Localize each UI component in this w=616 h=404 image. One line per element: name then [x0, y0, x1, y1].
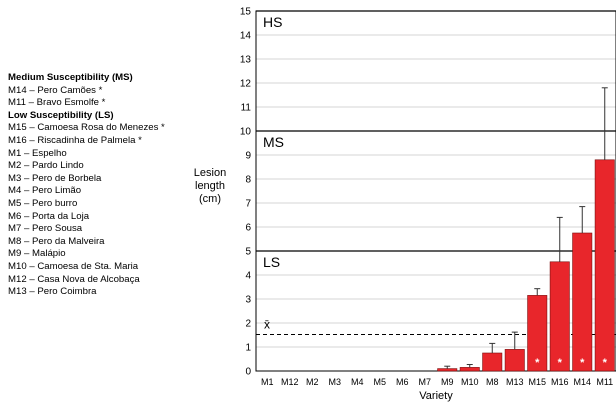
y-tick-label: 8 — [245, 175, 251, 186]
legend-item: M6 – Porta da Loja — [8, 210, 90, 222]
x-tick-label: M3 — [328, 377, 341, 387]
x-tick-label: M1 — [261, 377, 274, 387]
bar — [482, 352, 503, 372]
legend-item: M3 – Pero de Borbela — [8, 172, 102, 184]
y-axis-label-line: length — [195, 180, 225, 192]
threshold-label: MS — [263, 134, 284, 150]
bar — [572, 232, 593, 372]
x-tick-label: M7 — [418, 377, 431, 387]
mean-label: x̄ — [264, 318, 270, 332]
x-tick-label: M15 — [528, 377, 546, 387]
x-tick-label: M8 — [486, 377, 499, 387]
bar — [504, 349, 525, 372]
y-tick-label: 10 — [240, 127, 252, 138]
legend-item: M5 – Pero burro — [8, 197, 78, 209]
x-tick-label: M12 — [281, 377, 299, 387]
y-tick-label: 14 — [240, 31, 252, 42]
y-axis-label: Lesion length (cm) — [188, 167, 232, 206]
legend-item: M12 – Casa Nova de Alcobaça — [8, 273, 140, 285]
significance-marker: * — [535, 357, 540, 369]
y-tick-label: 0 — [245, 367, 251, 378]
bar — [459, 367, 480, 372]
x-tick-label: M4 — [351, 377, 364, 387]
y-tick-label: 11 — [241, 103, 252, 114]
legend-item: M9 – Malápio — [8, 248, 66, 260]
threshold-label: HS — [263, 14, 282, 30]
legend-item: M11 – Bravo Esmolfe * — [8, 97, 106, 109]
x-tick-label: M2 — [306, 377, 319, 387]
x-tick-label: M10 — [461, 377, 479, 387]
y-tick-label: 1 — [245, 343, 251, 354]
legend-item: M4 – Pero Limão — [8, 185, 82, 197]
bar — [549, 261, 570, 372]
legend-item: M2 – Pardo Lindo — [8, 160, 84, 172]
y-axis-label-line: (cm) — [199, 193, 221, 205]
y-axis-label-line: Lesion — [193, 167, 227, 179]
legend-heading: Low Susceptibility (LS) — [8, 109, 114, 121]
legend-heading: Medium Susceptibility (MS) — [8, 72, 133, 83]
y-tick-label: 12 — [240, 79, 252, 90]
x-tick-label: M11 — [596, 377, 613, 387]
legend-item: M16 – Riscadinha de Palmela * — [8, 134, 142, 146]
x-axis-label: Variety — [419, 390, 453, 402]
legend-item: M10 – Camoesa de Sta. Maria — [8, 260, 139, 272]
legend-item: M8 – Pero da Malveira — [8, 235, 105, 247]
y-tick-label: 13 — [240, 55, 252, 66]
significance-marker: * — [558, 357, 563, 369]
x-tick-label: M6 — [396, 377, 409, 387]
x-tick-label: M9 — [441, 377, 454, 387]
y-tick-label: 9 — [245, 151, 251, 162]
x-tick-label: M5 — [373, 377, 386, 387]
bar — [594, 159, 615, 372]
x-tick-label: M13 — [506, 377, 524, 387]
y-tick-label: 3 — [245, 295, 251, 306]
legend-item: M7 – Pero Sousa — [8, 223, 83, 235]
y-tick-label: 15 — [240, 7, 252, 18]
legend-item: M1 – Espelho — [8, 147, 67, 159]
y-tick-label: 7 — [245, 199, 251, 210]
threshold-label: LS — [263, 254, 280, 270]
legend-item: M14 – Pero Camões * — [8, 84, 103, 96]
x-tick-label: M14 — [573, 377, 591, 387]
legend-item: M13 – Pero Coimbra — [8, 286, 97, 298]
significance-marker: * — [603, 357, 608, 369]
bar — [437, 368, 458, 372]
legend-panel: Medium Susceptibility (MS) M14 – Pero Cam… — [8, 72, 208, 299]
legend-item: M15 – Camoesa Rosa do Menezes * — [8, 122, 165, 134]
y-tick-label: 6 — [245, 223, 251, 234]
y-tick-label: 4 — [245, 271, 251, 282]
y-tick-label: 5 — [245, 247, 251, 258]
significance-marker: * — [580, 357, 585, 369]
y-tick-label: 2 — [245, 319, 251, 330]
x-tick-label: M16 — [551, 377, 569, 387]
